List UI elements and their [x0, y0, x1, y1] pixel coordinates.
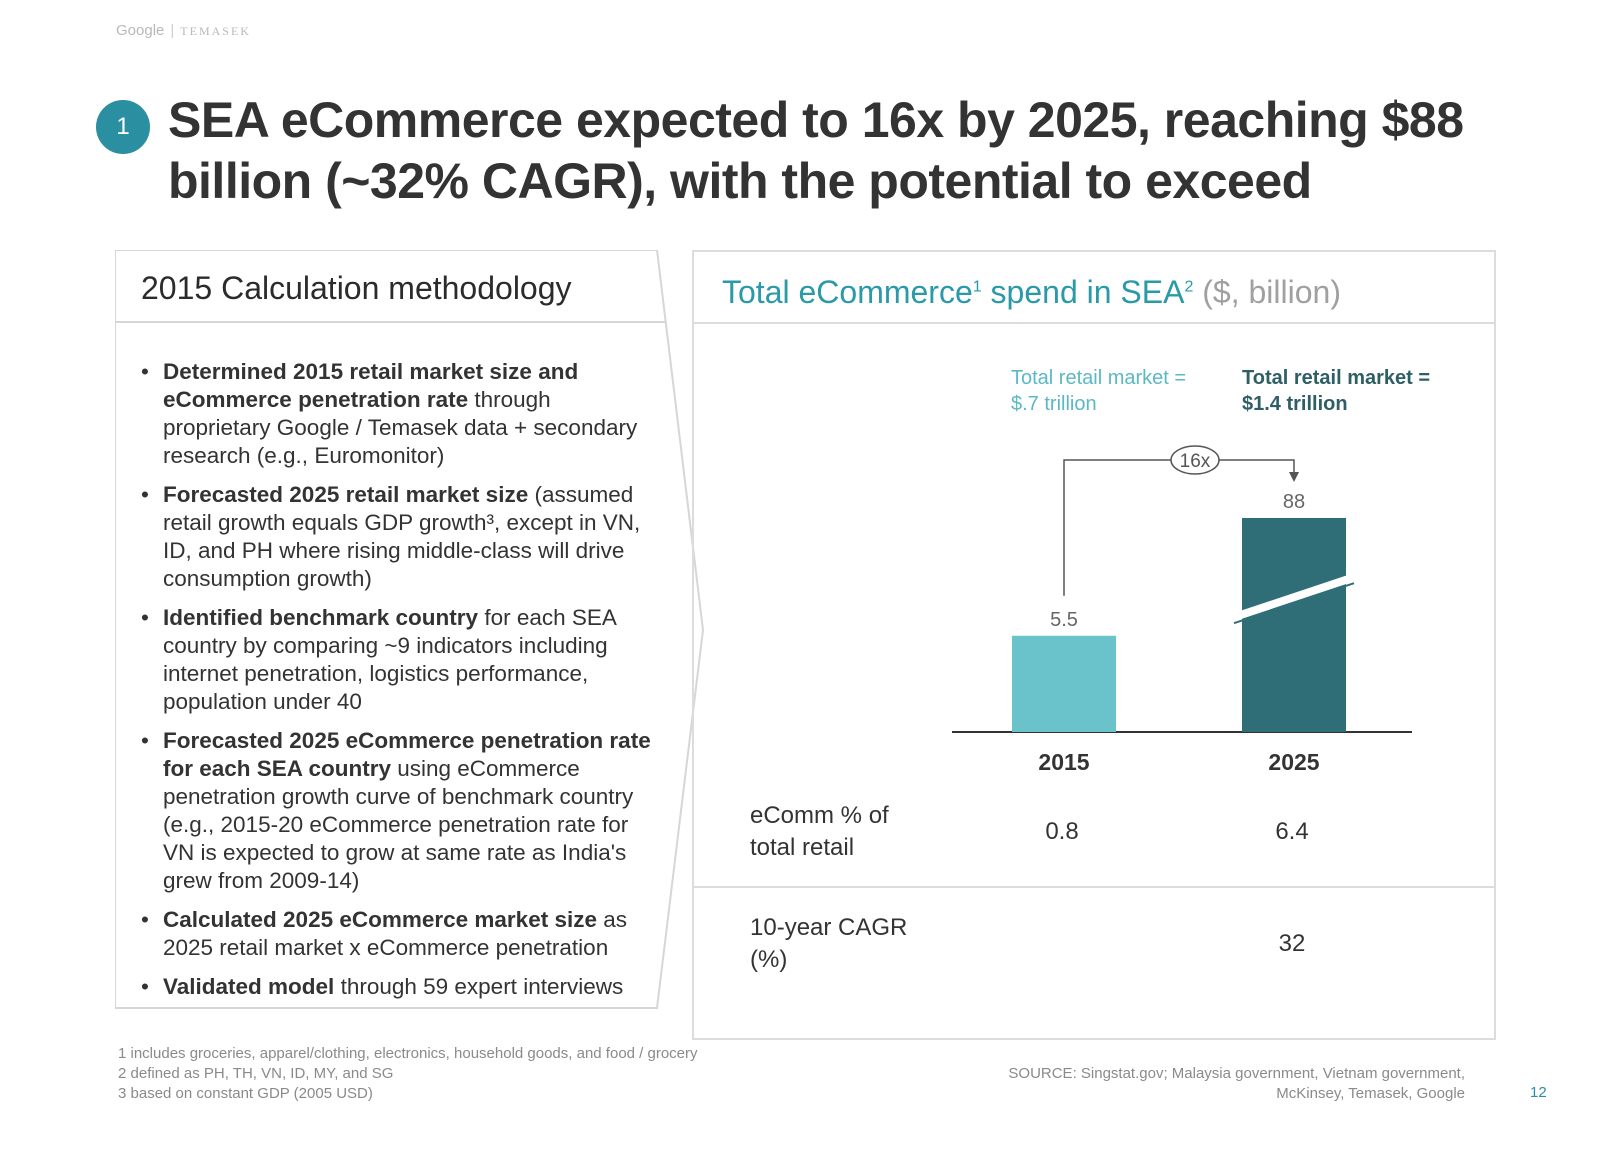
bullet-bold: Validated model	[163, 974, 335, 999]
retail-note-2015-line1: Total retail market =	[1011, 367, 1187, 389]
ecomm-share-label-line1: eComm % of	[750, 802, 889, 829]
cagr-2025: 32	[1278, 930, 1306, 957]
bullet-text: through 59 expert interviews	[334, 974, 624, 999]
chart-title-main: Total eCommerce	[722, 274, 973, 310]
brand-google: Google	[116, 22, 165, 39]
list-item: • Forecasted 2025 eCommerce penetration r…	[137, 727, 657, 895]
tick-label-2025: 2025	[1268, 749, 1319, 775]
bullet-text: as 2025 retail market x eCommerce penetr…	[163, 907, 627, 960]
ecomm-share-label-line2: total retail	[750, 834, 855, 861]
list-item: • Identified benchmark country for each S…	[137, 604, 657, 716]
bullet-icon: •	[141, 359, 149, 384]
retail-note-2025-line1: Total retail market =	[1242, 367, 1431, 389]
section-number-badge: 1	[96, 100, 150, 154]
chart-unit: ($, billion)	[1193, 274, 1341, 310]
bullet-bold: Forecasted 2025 retail market size	[163, 482, 529, 507]
growth-badge	[1170, 445, 1220, 475]
growth-label: 16x	[1180, 451, 1211, 472]
list-item: • Calculated 2025 eCommerce market size a…	[137, 906, 657, 962]
data-label-2015: 5.5	[1050, 609, 1078, 631]
data-label-2025: 88	[1283, 491, 1305, 513]
list-item: • Validated model through 59 expert inter…	[137, 973, 657, 1001]
methodology-panel: 2015 Calculation methodology • Determined…	[115, 250, 715, 1040]
footnote-ref-1: 1	[972, 278, 982, 296]
cagr-label-line1: 10-year CAGR	[750, 914, 908, 941]
bar-2015	[1012, 635, 1116, 732]
ecomm-share-2015: 0.8	[1045, 818, 1079, 845]
bullet-bold: Identified benchmark country	[163, 605, 479, 630]
bar-chart: 5.5 2015 88 2025 16x	[952, 445, 1412, 775]
brand-logo: Google | TEMASEK	[116, 22, 251, 39]
retail-note-2025-line2: $1.4 trillion	[1242, 393, 1348, 415]
brand-separator: |	[170, 22, 175, 39]
tick-label-2015: 2015	[1038, 749, 1089, 775]
retail-note-2015-line2: $.7 trillion	[1011, 393, 1097, 415]
chart-title: Total eCommerce1 spend in SEA2 ($, billi…	[722, 274, 1341, 311]
bullet-icon: •	[141, 728, 149, 753]
footnote-ref-2: 2	[1184, 278, 1194, 296]
methodology-list: • Determined 2015 retail market size and …	[137, 358, 657, 1012]
brand-temasek: TEMASEK	[180, 24, 251, 38]
bullet-text: (assumed retail growth equals GDP growth…	[163, 482, 641, 591]
bullet-icon: •	[141, 907, 149, 932]
list-item: • Determined 2015 retail market size and …	[137, 358, 657, 470]
bullet-text: through proprietary Google / Temasek dat…	[163, 387, 638, 468]
bullet-icon: •	[141, 974, 149, 999]
retail-note-2015: Total retail market = $.7 trillion	[1011, 365, 1186, 417]
bullet-icon: •	[141, 482, 149, 507]
methodology-heading: 2015 Calculation methodology	[141, 270, 572, 306]
axis-break-edge	[1233, 582, 1355, 625]
ecomm-share-label: eComm % of total retail	[750, 800, 889, 864]
arrow-down-icon	[1289, 472, 1299, 482]
methodology-frame	[115, 250, 705, 1009]
source-line2: McKinsey, Temasek, Google	[1276, 1085, 1465, 1102]
bullet-text: for each SEA country by comparing ~9 ind…	[163, 605, 616, 714]
chart-panel: Total eCommerce1 spend in SEA2 ($, billi…	[692, 250, 1496, 1040]
bullet-text: using eCommerce penetration growth curve…	[163, 756, 634, 893]
cagr-label: 10-year CAGR (%)	[750, 912, 907, 976]
bar-2025	[1242, 518, 1346, 732]
footnotes: 1 includes groceries, apparel/clothing, …	[118, 1044, 698, 1104]
source-note: SOURCE: Singstat.gov; Malaysia governmen…	[905, 1064, 1465, 1104]
footnote: 2 defined as PH, TH, VN, ID, MY, and SG	[118, 1065, 394, 1082]
source-line1: SOURCE: Singstat.gov; Malaysia governmen…	[1008, 1065, 1465, 1082]
page-number: 12	[1530, 1084, 1547, 1101]
bullet-icon: •	[141, 605, 149, 630]
bullet-bold: Forecasted 2025 eCommerce penetration ra…	[163, 728, 651, 781]
axis-break-mark	[1232, 573, 1356, 621]
footnote: 3 based on constant GDP (2005 USD)	[118, 1085, 373, 1102]
ecomm-share-2025: 6.4	[1275, 818, 1309, 845]
divider	[694, 322, 1494, 324]
chart-title-mid: spend in SEA	[981, 274, 1185, 310]
divider	[694, 886, 1494, 888]
bullet-bold: Determined 2015 retail market size and e…	[163, 359, 579, 412]
retail-note-2025: Total retail market = $1.4 trillion	[1242, 365, 1430, 417]
list-item: • Forecasted 2025 retail market size (ass…	[137, 481, 657, 593]
cagr-label-line2: (%)	[750, 946, 788, 973]
bullet-bold: Calculated 2025 eCommerce market size	[163, 907, 597, 932]
footnote: 1 includes groceries, apparel/clothing, …	[118, 1045, 698, 1062]
page-title: SEA eCommerce expected to 16x by 2025, r…	[168, 92, 1464, 209]
